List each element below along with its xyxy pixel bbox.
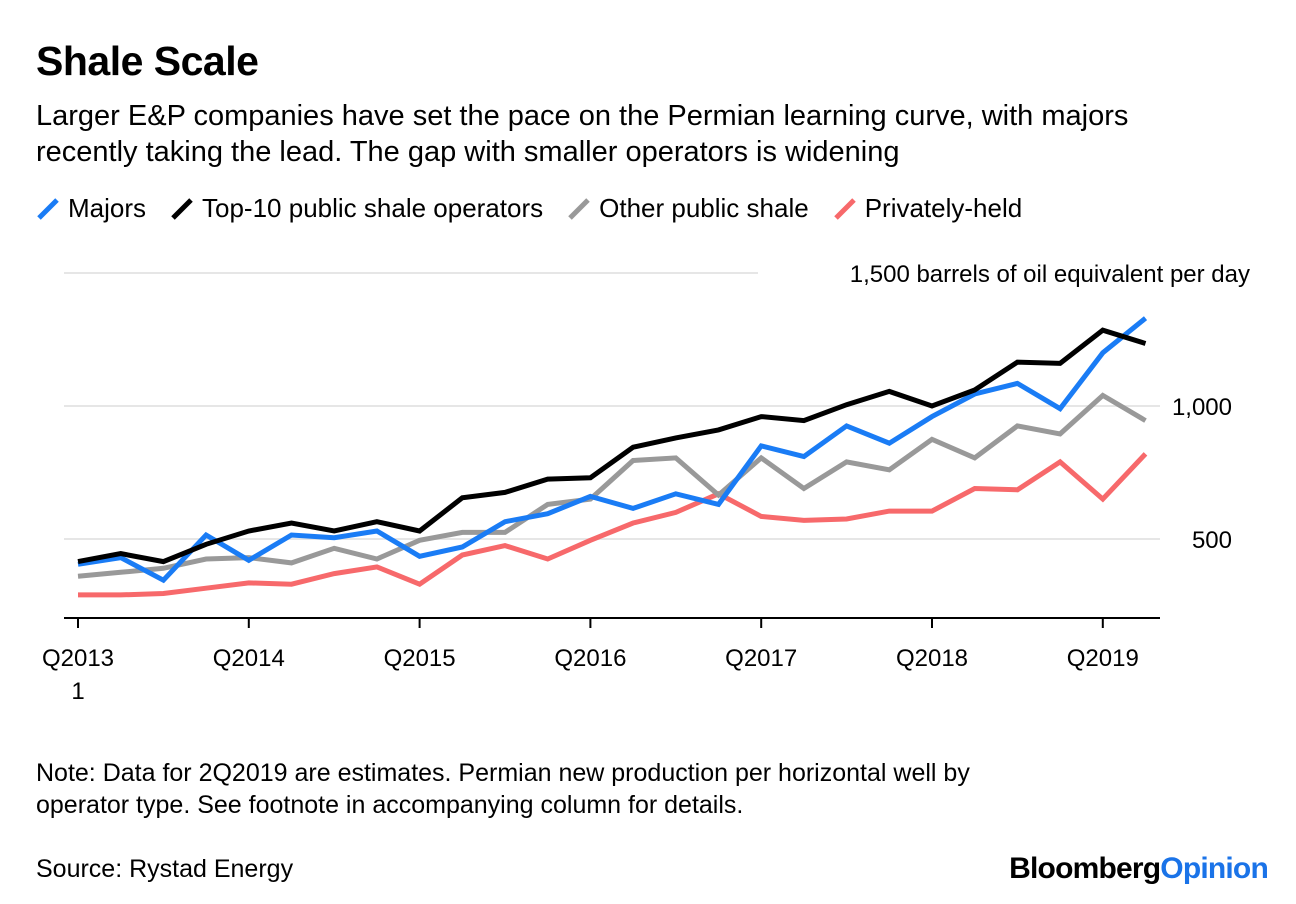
x-tick-label-0: Q2013 bbox=[42, 645, 114, 672]
series-line-majors bbox=[77, 316, 1148, 584]
legend-swatch-top10 bbox=[171, 197, 193, 220]
x-tick-label-3: Q2016 bbox=[554, 645, 626, 672]
brand-part-1: Bloomberg bbox=[1009, 852, 1161, 885]
y-tick-label-1000: 1,000 bbox=[1172, 394, 1232, 421]
series-line-other bbox=[77, 392, 1147, 579]
brand-logo: BloombergOpinion bbox=[1009, 852, 1269, 886]
x-tick-label-6: Q2019 bbox=[1067, 645, 1139, 672]
x-tick-label-2: Q2015 bbox=[384, 645, 456, 672]
chart-note: Note: Data for 2Q2019 are estimates. Per… bbox=[36, 759, 970, 819]
legend-item-private: Privately-held bbox=[833, 193, 1023, 224]
series-line-top10 bbox=[77, 327, 1147, 565]
chart-legend: Majors Top-10 public shale operators Oth… bbox=[36, 193, 1046, 224]
legend-label-majors: Majors bbox=[68, 193, 147, 223]
legend-label-private: Privately-held bbox=[864, 193, 1023, 223]
legend-item-majors: Majors bbox=[36, 193, 146, 224]
legend-swatch-majors bbox=[37, 197, 59, 220]
legend-swatch-private bbox=[833, 197, 856, 220]
legend-label-other: Other public shale bbox=[599, 193, 809, 223]
series-line-private bbox=[78, 452, 1148, 598]
chart-title: Shale Scale bbox=[36, 38, 259, 84]
brand-part-2: Opinion bbox=[1160, 852, 1269, 885]
chart-source: Source: Rystad Energy bbox=[36, 855, 294, 883]
x-tick-sublabel: 1 bbox=[71, 678, 84, 705]
legend-swatch-other bbox=[568, 197, 590, 220]
y-tick-label-1500: 1,500 barrels of oil equivalent per day bbox=[850, 261, 1250, 288]
legend-label-top10: Top-10 public shale operators bbox=[202, 193, 544, 223]
legend-item-other: Other public shale bbox=[567, 193, 809, 224]
legend-item-top10: Top-10 public shale operators bbox=[170, 193, 543, 224]
x-tick-label-5: Q2018 bbox=[896, 645, 968, 672]
x-tick-label-1: Q2014 bbox=[213, 645, 285, 672]
chart-subtitle: Larger E&P companies have set the pace o… bbox=[36, 100, 1129, 168]
y-tick-label-500: 500 bbox=[1192, 527, 1232, 554]
x-tick-label-4: Q2017 bbox=[725, 645, 797, 672]
